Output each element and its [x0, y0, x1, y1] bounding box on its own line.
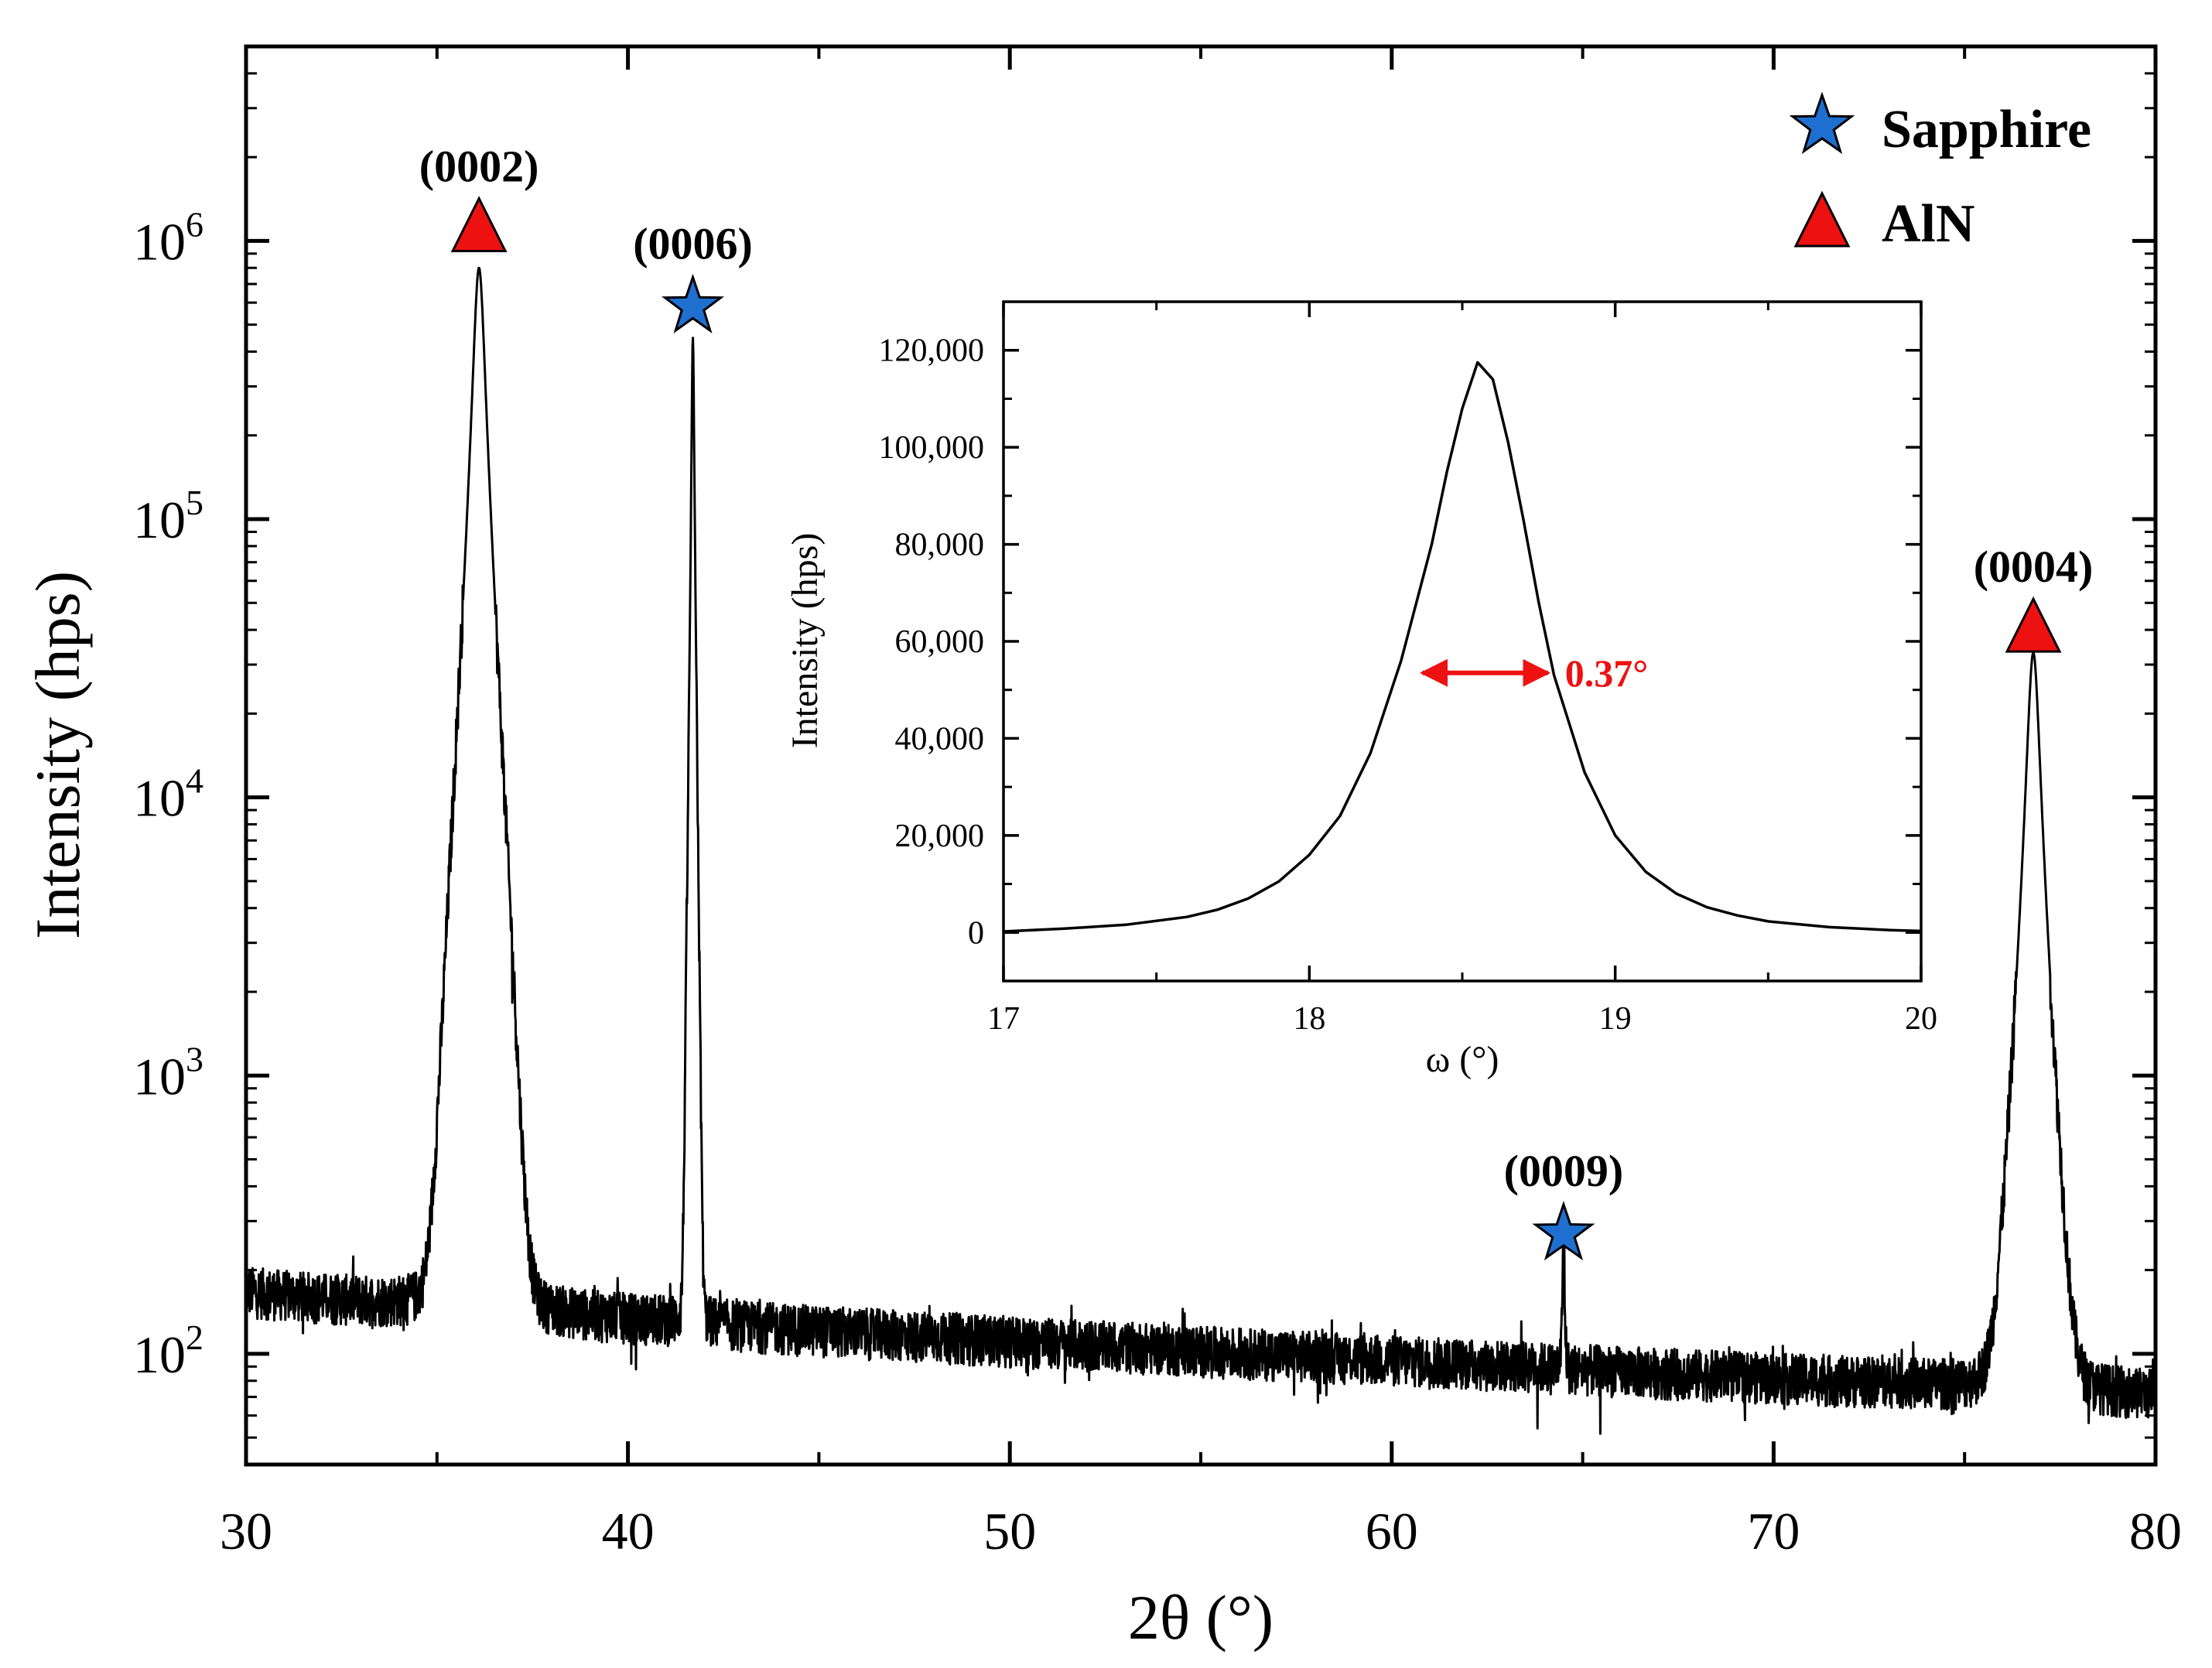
y-tick-label: 104 — [133, 761, 203, 828]
main-x-tick-labels: 30 40 50 60 70 80 — [220, 1502, 2182, 1560]
inset-y-tick-label: 100,000 — [879, 430, 985, 466]
peak-annotations: (0002) (0006) (0009) (0004) — [419, 141, 2094, 1261]
inset-plot-frame — [1002, 300, 1923, 983]
inset-y-tick-label: 20,000 — [895, 819, 985, 854]
inset-y-axis-title: Intensity (hps) — [785, 533, 826, 749]
y-tick-label: 106 — [133, 204, 203, 271]
main-y-tick-labels: 102 103 104 105 106 — [133, 204, 203, 1384]
inset-x-tick-label: 17 — [987, 1001, 1020, 1037]
legend: Sapphire AlN — [1789, 91, 2091, 254]
y-tick-label: 105 — [133, 483, 203, 549]
legend-sapphire-label: Sapphire — [1882, 100, 2091, 159]
peak-label: (0002) — [419, 141, 539, 191]
triangle-icon — [2005, 596, 2062, 653]
star-icon — [1789, 91, 1855, 155]
triangle-icon — [1793, 190, 1851, 248]
star-icon — [661, 273, 725, 333]
main-axis-ticks — [244, 45, 2158, 1466]
x-tick-label: 60 — [1366, 1502, 1418, 1560]
inset-axis-ticks — [1002, 302, 1923, 981]
x-tick-label: 30 — [220, 1502, 272, 1560]
inset-x-axis-title: ω (°) — [1426, 1039, 1499, 1080]
inset-x-tick-labels: 17 18 19 20 — [987, 1001, 1937, 1037]
y-tick-label: 103 — [133, 1039, 203, 1106]
inset-x-tick-label: 19 — [1599, 1001, 1632, 1037]
x-tick-label: 40 — [602, 1502, 655, 1560]
main-y-axis-title: Intensity (hps) — [22, 571, 93, 939]
star-icon — [1532, 1201, 1595, 1261]
inset-y-tick-label: 40,000 — [895, 721, 985, 757]
x-tick-label: 50 — [983, 1502, 1036, 1560]
peak-label: (0006) — [633, 218, 753, 268]
fwhm-label: 0.37° — [1565, 651, 1649, 695]
main-x-axis-title: 2θ (°) — [1128, 1582, 1274, 1653]
legend-aln-label: AlN — [1882, 194, 1975, 254]
inset-y-tick-label: 0 — [968, 915, 984, 951]
inset-y-tick-label: 60,000 — [895, 624, 985, 660]
inset-rocking-curve — [1003, 361, 1922, 933]
peak-label: (0004) — [1974, 542, 2094, 592]
inset-y-tick-label: 120,000 — [879, 333, 985, 369]
peak-label: (0009) — [1504, 1146, 1624, 1196]
x-tick-label: 80 — [2129, 1502, 2182, 1560]
inset-y-tick-labels: 0 20,000 40,000 60,000 80,000 100,000 120,000 — [879, 333, 985, 952]
legend-sapphire-star-icon — [1789, 91, 1855, 155]
triangle-icon — [450, 196, 508, 252]
y-tick-label: 102 — [133, 1318, 203, 1384]
x-tick-label: 70 — [1747, 1502, 1800, 1560]
main-xrd-curve — [244, 266, 2157, 1435]
inset-x-tick-label: 18 — [1293, 1001, 1325, 1037]
inset-y-tick-label: 80,000 — [895, 528, 985, 563]
inset-x-tick-label: 20 — [1905, 1001, 1937, 1037]
legend-aln-triangle-icon — [1793, 190, 1851, 248]
